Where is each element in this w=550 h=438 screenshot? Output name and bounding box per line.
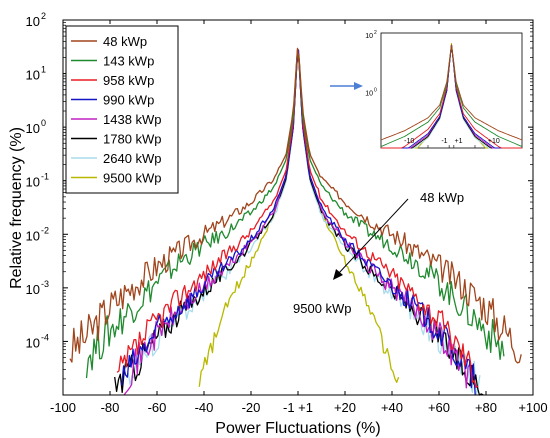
y-tick-label: 10	[26, 282, 40, 297]
x-tick-label: +60	[428, 400, 450, 415]
x-tick-label: +20	[334, 400, 356, 415]
inset-x-tick-label: +1	[455, 138, 463, 145]
annotation-48kwp: 48 kWp	[420, 190, 464, 205]
inset-x-tick-label: -10	[404, 138, 414, 145]
y-tick-exponent: 1	[41, 65, 46, 75]
x-tick-label: -20	[242, 400, 261, 415]
y-tick-label: 10	[26, 175, 40, 190]
inset-y-tick-label: 10	[365, 91, 373, 98]
series-layer	[69, 47, 522, 396]
y-axis-label: Relative frequency (%)	[8, 127, 25, 289]
trend-arrow-line	[337, 198, 409, 275]
x-tick-label: +100	[518, 400, 547, 415]
legend-box	[65, 25, 179, 194]
inset-x-tick-label: +10	[488, 138, 500, 145]
inset-series-layer	[380, 43, 523, 149]
y-tick-label: 10	[26, 68, 40, 83]
legend: 48 kWp 143 kWp 958 kWp 990 kWp 1438 kWp 1780 …	[65, 25, 179, 194]
legend-label: 48 kWp	[103, 34, 147, 49]
y-tick-exponent: -2	[41, 225, 49, 235]
inset-x-tick-label: -1	[441, 138, 447, 145]
x-tick-label: -100	[50, 400, 76, 415]
legend-label: 958 kWp	[103, 73, 154, 88]
x-tick-label: +80	[475, 400, 497, 415]
trend-arrowhead	[333, 269, 343, 280]
x-axis-label: Power Fluctuations (%)	[215, 420, 380, 437]
y-tick-exponent: 0	[41, 118, 46, 128]
inset-y-tick-exponent: 0	[374, 88, 377, 94]
series-line-990-kwp	[121, 49, 476, 396]
x-tick-label: -60	[148, 400, 167, 415]
y-tick-label: 10	[26, 335, 40, 350]
legend-label: 1780 kWp	[103, 132, 162, 147]
inset-y-tick-label: 10	[365, 33, 373, 40]
x-tick-label: -80	[101, 400, 120, 415]
inset-series-line-48-kwp	[380, 44, 523, 141]
legend-label: 990 kWp	[103, 93, 154, 108]
x-tick-label: +40	[381, 400, 403, 415]
y-tick-exponent: -4	[41, 332, 49, 342]
y-tick-label: 10	[26, 14, 40, 29]
legend-label: 1438 kWp	[103, 112, 162, 127]
x-tick-label: -1 +1	[283, 400, 313, 415]
legend-label: 9500 kWp	[103, 171, 162, 186]
y-tick-label: 10	[26, 121, 40, 136]
legend-label: 2640 kWp	[103, 151, 162, 166]
y-tick-label: 10	[26, 228, 40, 243]
annotation-9500kwp: 9500 kWp	[293, 301, 352, 316]
inset-y-tick-exponent: 2	[374, 30, 377, 36]
y-tick-exponent: -3	[41, 279, 49, 289]
y-tick-exponent: -1	[41, 172, 49, 182]
inset-frame	[380, 32, 523, 149]
series-line-48-kwp	[69, 47, 522, 364]
legend-label: 143 kWp	[103, 54, 154, 69]
x-tick-label: -40	[195, 400, 214, 415]
inset-pointer-arrowhead	[354, 82, 363, 90]
y-tick-exponent: 2	[41, 11, 46, 21]
